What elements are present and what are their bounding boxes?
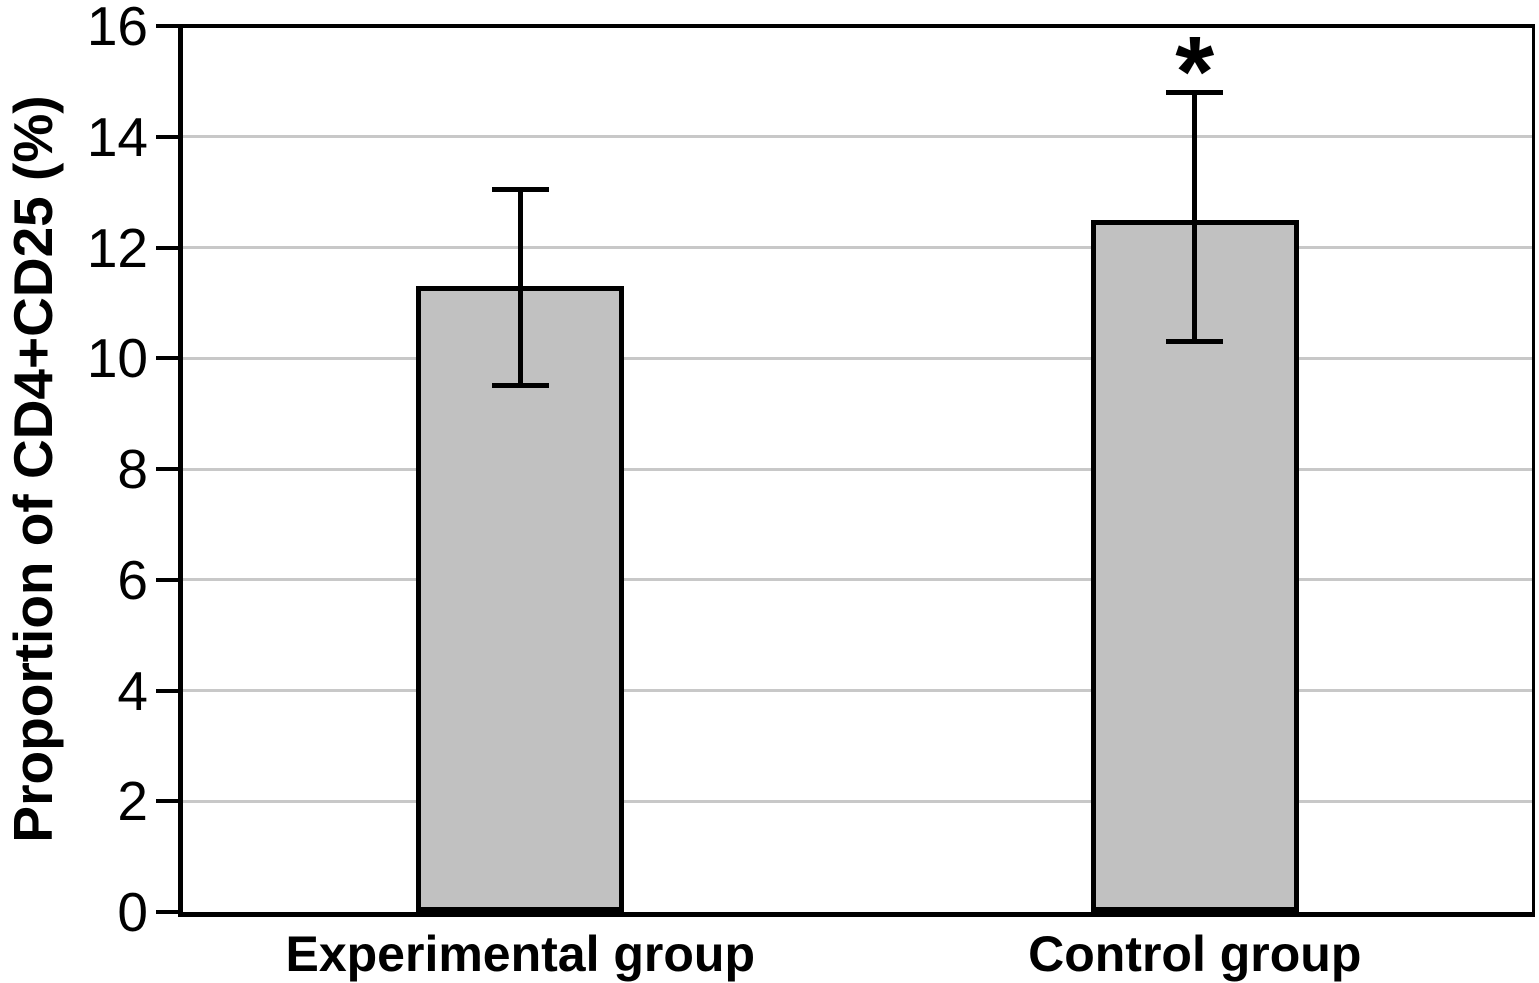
- y-tick-mark-4: [156, 688, 178, 693]
- y-tick-label-6: 6: [117, 548, 148, 611]
- y-tick-mark-0: [156, 910, 178, 914]
- y-tick-label-10: 10: [86, 327, 148, 390]
- y-tick-label-16: 16: [86, 0, 148, 57]
- y-tick-mark-12: [156, 245, 178, 250]
- y-tick-label-14: 14: [86, 105, 148, 168]
- y-tick-mark-10: [156, 356, 178, 361]
- error-bar-cap-top-experimental-group: [491, 186, 549, 192]
- gridline-12: [183, 246, 1532, 249]
- y-tick-label-2: 2: [117, 770, 148, 833]
- y-tick-mark-2: [156, 799, 178, 804]
- y-tick-mark-14: [156, 134, 178, 139]
- error-bar-cap-top-control-group: [1166, 89, 1224, 95]
- error-bar-cap-bottom-experimental-group: [491, 383, 549, 389]
- y-tick-label-8: 8: [117, 438, 148, 500]
- gridline-2: [183, 799, 1532, 803]
- bar-experimental-group: [416, 286, 625, 912]
- error-bar-cap-bottom-control-group: [1166, 339, 1224, 345]
- y-tick-label-12: 12: [86, 216, 148, 279]
- gridline-10: [183, 356, 1532, 360]
- x-axis-label-control-group: Control group: [1028, 926, 1362, 982]
- y-tick-mark-6: [156, 577, 178, 582]
- y-tick-label-0: 0: [117, 881, 148, 943]
- error-bar-stem-control-group: [1192, 92, 1198, 342]
- plot-frame: [178, 24, 1535, 917]
- gridline-4: [183, 689, 1532, 692]
- gridline-6: [183, 578, 1532, 582]
- significance-asterisk: *: [1175, 16, 1215, 129]
- y-tick-label-4: 4: [117, 659, 148, 722]
- x-axis-label-experimental-group: Experimental group: [285, 926, 756, 982]
- gridline-8: [183, 467, 1532, 471]
- gridline-14: [183, 135, 1532, 139]
- error-bar-stem-experimental-group: [517, 189, 523, 386]
- y-tick-mark-8: [156, 467, 178, 471]
- y-tick-mark-16: [156, 24, 178, 28]
